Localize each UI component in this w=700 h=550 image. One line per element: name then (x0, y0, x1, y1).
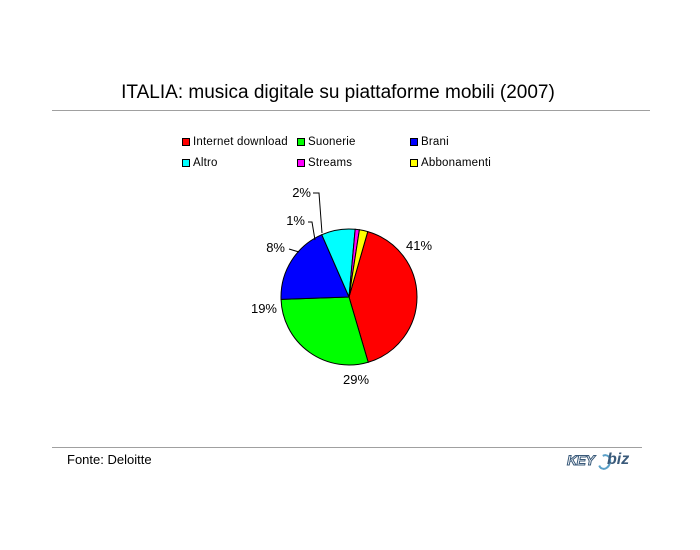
legend-swatch (182, 138, 190, 146)
data-label: 19% (251, 301, 277, 316)
pie-slice-suonerie (280, 296, 369, 366)
data-label: 1% (286, 213, 305, 228)
legend-item-suonerie: Suonerie (297, 136, 356, 148)
legend-item-altro: Altro (182, 157, 218, 169)
pie-slice-abbonamenti (348, 229, 369, 298)
data-label: 29% (343, 372, 369, 387)
legend-item-internet-download: Internet download (182, 136, 288, 148)
legend-label: Streams (308, 157, 353, 169)
logo-text-right: biz (607, 451, 630, 468)
legend-item-streams: Streams (297, 157, 352, 169)
pie-slice-internet-download (348, 231, 418, 363)
legend-swatch (182, 159, 190, 167)
chart-title: ITALIA: musica digitale su piattaforme m… (121, 82, 555, 103)
legend-label: Brani (421, 136, 449, 148)
legend-swatch (410, 138, 418, 146)
source-note: Fonte: Deloitte (67, 452, 152, 467)
leader-line (288, 248, 300, 253)
keybiz-logo: KEY biz (566, 450, 643, 472)
title-divider (52, 110, 650, 111)
legend-label: Suonerie (308, 136, 356, 148)
legend-swatch (297, 138, 305, 146)
data-label: 41% (406, 238, 432, 253)
data-label: 2% (292, 185, 311, 200)
legend-label: Abbonamenti (421, 157, 491, 169)
footer-divider (52, 447, 642, 448)
legend-item-abbonamenti: Abbonamenti (410, 157, 491, 169)
legend-item-brani: Brani (410, 136, 449, 148)
logo-text-left: KEY (566, 452, 595, 469)
pie-slice-brani (280, 234, 350, 300)
legend-swatch (410, 159, 418, 167)
data-label: 8% (266, 240, 285, 255)
legend-swatch (297, 159, 305, 167)
leader-line (313, 192, 323, 234)
legend-label: Internet download (193, 136, 288, 148)
legend-label: Altro (193, 157, 218, 169)
leader-line (308, 221, 316, 241)
